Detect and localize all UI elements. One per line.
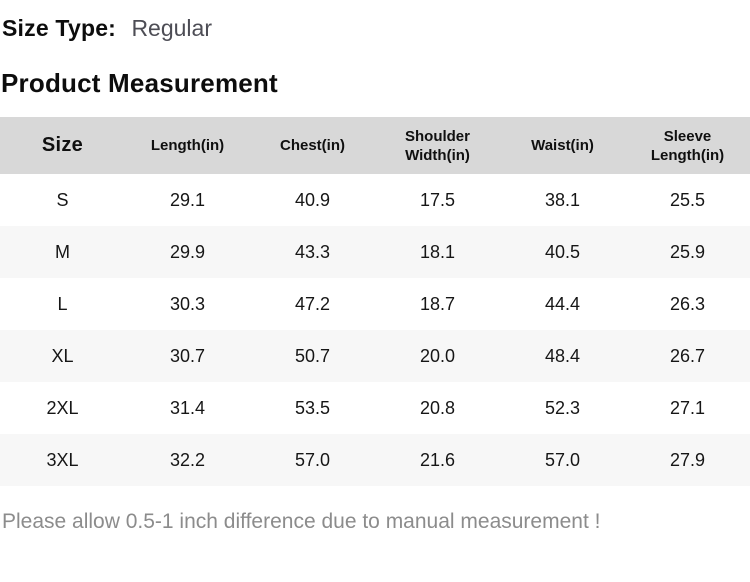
table-row: 3XL 32.2 57.0 21.6 57.0 27.9 xyxy=(0,434,750,486)
size-type-value: Regular xyxy=(131,15,212,41)
table-body: S 29.1 40.9 17.5 38.1 25.5 M 29.9 43.3 18.1 40.5 25… xyxy=(0,174,750,486)
size-cell: M xyxy=(55,241,70,262)
measurement-cell: 20.8 xyxy=(419,397,456,418)
measurement-cell: 32.2 xyxy=(169,449,206,470)
measurement-cell: 25.5 xyxy=(669,189,706,210)
measurement-note: Please allow 0.5-1 inch difference due t… xyxy=(2,510,601,533)
column-header: Waist(in) xyxy=(531,137,594,154)
measurement-cell: 17.5 xyxy=(419,189,456,210)
measurement-cell: 27.9 xyxy=(669,449,706,470)
measurement-cell: 44.4 xyxy=(544,293,581,314)
size-type-label: Size Type: xyxy=(2,15,117,41)
table-row: XL 30.7 50.7 20.0 48.4 26.7 xyxy=(0,330,750,382)
measurement-cell: 57.0 xyxy=(294,449,331,470)
measurement-cell: 53.5 xyxy=(294,397,331,418)
column-header: Size xyxy=(41,134,84,156)
measurement-cell: 43.3 xyxy=(294,241,331,262)
size-type-row: Size Type: Regular xyxy=(0,0,750,43)
size-cell: 3XL xyxy=(46,449,79,470)
column-header: Length(in) xyxy=(150,137,225,154)
measurement-cell: 29.9 xyxy=(169,241,206,262)
table-row: S 29.1 40.9 17.5 38.1 25.5 xyxy=(0,174,750,226)
size-cell: 2XL xyxy=(46,397,79,418)
measurement-cell: 40.9 xyxy=(294,189,331,210)
table-row: 2XL 31.4 53.5 20.8 52.3 27.1 xyxy=(0,382,750,434)
page-title: Product Measurement xyxy=(1,68,278,98)
measurement-cell: 48.4 xyxy=(544,345,581,366)
measurement-cell: 31.4 xyxy=(169,397,206,418)
measurement-cell: 29.1 xyxy=(169,189,206,210)
size-cell: S xyxy=(56,189,69,210)
measurement-cell: 30.3 xyxy=(169,293,206,314)
measurement-cell: 30.7 xyxy=(169,345,206,366)
size-cell: XL xyxy=(51,345,74,366)
measurement-cell: 47.2 xyxy=(294,293,331,314)
measurement-cell: 25.9 xyxy=(669,241,706,262)
measurement-cell: 40.5 xyxy=(544,241,581,262)
measurement-cell: 21.6 xyxy=(419,449,456,470)
measurement-cell: 18.1 xyxy=(419,241,456,262)
size-cell: L xyxy=(57,293,68,314)
table-header-row: Size Length(in) Chest(in) Shoulder Width(in… xyxy=(0,117,750,174)
table-row: M 29.9 43.3 18.1 40.5 25.9 xyxy=(0,226,750,278)
column-header: Chest(in) xyxy=(280,137,345,154)
table-row: L 30.3 47.2 18.7 44.4 26.3 xyxy=(0,278,750,330)
measurement-cell: 57.0 xyxy=(544,449,581,470)
column-header: Shoulder Width(in) xyxy=(404,127,470,164)
measurement-cell: 38.1 xyxy=(544,189,581,210)
measurement-cell: 50.7 xyxy=(294,345,331,366)
measurement-cell: 26.3 xyxy=(669,293,706,314)
column-header: Sleeve Length(in) xyxy=(650,127,725,164)
measurement-cell: 27.1 xyxy=(669,397,706,418)
measurement-table: Size Length(in) Chest(in) Shoulder Width(in… xyxy=(0,117,750,486)
measurement-cell: 26.7 xyxy=(669,345,706,366)
measurement-cell: 20.0 xyxy=(419,345,456,366)
measurement-cell: 52.3 xyxy=(544,397,581,418)
measurement-cell: 18.7 xyxy=(419,293,456,314)
